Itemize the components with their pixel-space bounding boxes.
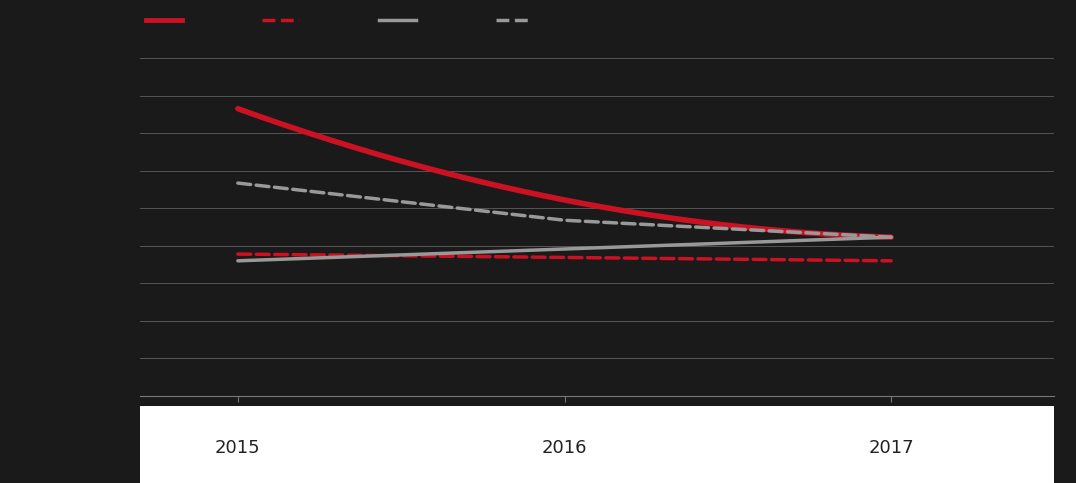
Text: 2015: 2015 <box>215 439 260 457</box>
Text: 2017: 2017 <box>868 439 914 457</box>
Legend: , , , : , , , <box>139 5 544 37</box>
Text: 2016: 2016 <box>541 439 587 457</box>
